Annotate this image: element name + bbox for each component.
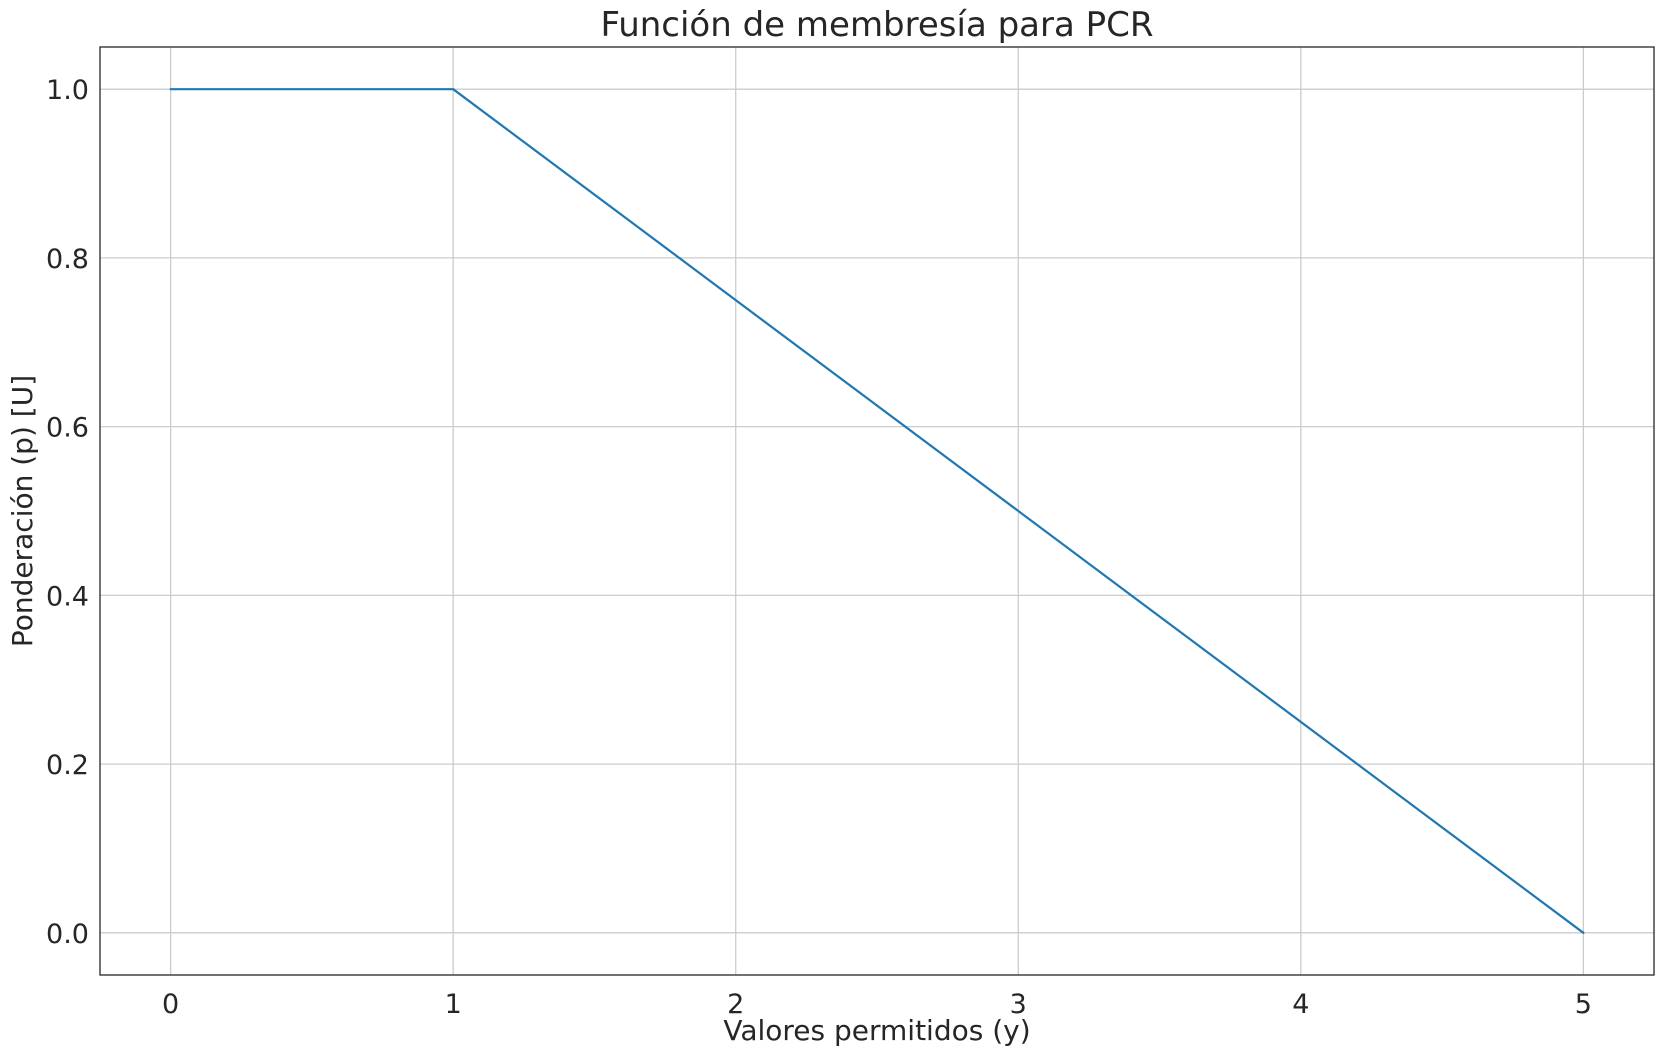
chart-title: Función de membresía para PCR xyxy=(601,5,1154,45)
y-axis-label: Ponderación (p) [U] xyxy=(6,375,39,647)
x-axis-ticks: 0 1 2 3 4 5 xyxy=(162,989,1592,1020)
y-tick-label: 1.0 xyxy=(46,75,89,106)
grid xyxy=(100,47,1654,975)
x-tick-label: 5 xyxy=(1575,989,1592,1020)
plot-frame xyxy=(99,46,1655,976)
y-tick-label: 0.2 xyxy=(46,750,89,781)
x-tick-label: 0 xyxy=(162,989,179,1020)
y-tick-label: 0.8 xyxy=(46,244,89,275)
series-line-0 xyxy=(169,88,1585,934)
plot-area xyxy=(169,88,1585,934)
y-axis-ticks: 0.0 0.2 0.4 0.6 0.8 1.0 xyxy=(46,75,89,950)
x-tick-label: 2 xyxy=(727,989,744,1020)
x-tick-label: 3 xyxy=(1010,989,1027,1020)
x-axis-label: Valores permitidos (y) xyxy=(723,1014,1030,1047)
y-tick-label: 0.6 xyxy=(46,413,89,444)
x-tick-label: 1 xyxy=(445,989,462,1020)
x-tick-label: 4 xyxy=(1292,989,1309,1020)
y-tick-label: 0.0 xyxy=(46,919,89,950)
y-tick-label: 0.4 xyxy=(46,581,89,612)
